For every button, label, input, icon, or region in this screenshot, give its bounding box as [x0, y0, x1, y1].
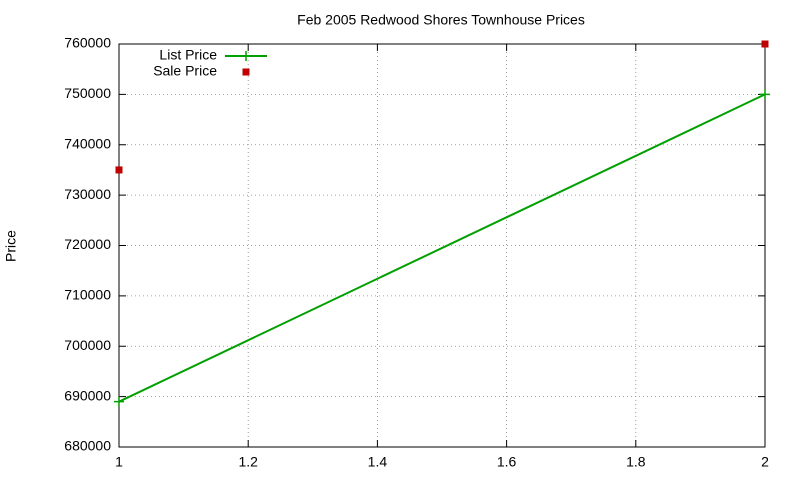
x-tick-label: 1.4: [368, 454, 388, 470]
x-tick-label: 1: [115, 454, 123, 470]
legend-marker: [242, 68, 250, 76]
y-tick-label: 750000: [64, 85, 111, 101]
plot-border: [118, 43, 766, 448]
data-point: [114, 396, 124, 407]
y-tick-label: 740000: [64, 135, 111, 151]
legend-marker: [241, 51, 251, 61]
x-tick-label: 1.8: [626, 454, 646, 470]
y-tick-label: 710000: [64, 287, 111, 303]
y-tick-label: 680000: [64, 438, 111, 454]
y-tick-label: 760000: [64, 35, 111, 51]
y-axis-label: Price: [3, 230, 19, 262]
data-point: [115, 166, 123, 174]
y-tick-label: 730000: [64, 186, 111, 202]
x-tick-label: 1.6: [497, 454, 517, 470]
data-point: [760, 89, 770, 100]
y-tick-label: 690000: [64, 387, 111, 403]
x-tick-label: 1.2: [238, 454, 258, 470]
y-tick-label: 720000: [64, 236, 111, 252]
legend-label: Sale Price: [153, 63, 217, 79]
chart-title: Feb 2005 Redwood Shores Townhouse Prices: [297, 12, 585, 28]
data-point: [761, 40, 769, 48]
series-line: [118, 93, 766, 403]
x-tick-label: 2: [761, 454, 769, 470]
y-tick-label: 700000: [64, 337, 111, 353]
legend-label: List Price: [159, 47, 217, 63]
